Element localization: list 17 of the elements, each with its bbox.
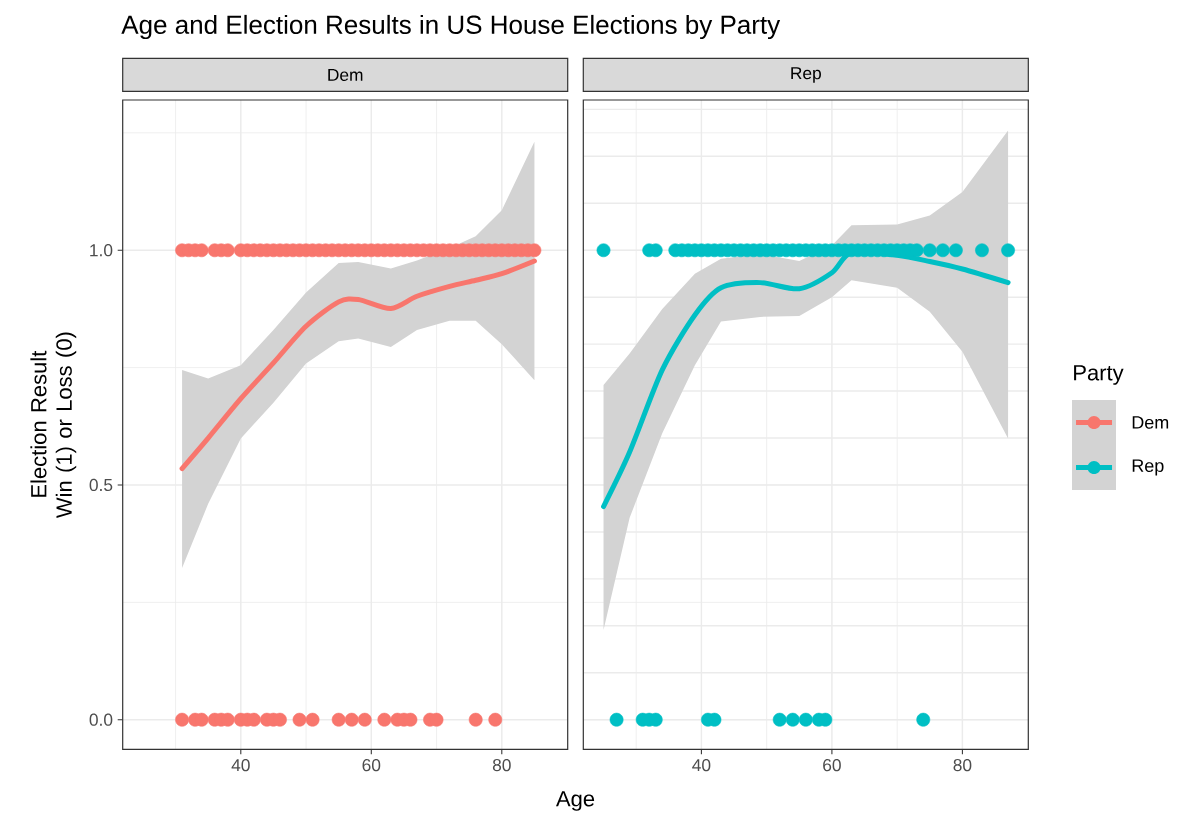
x-tick-label: 40 bbox=[231, 758, 250, 772]
chart-subtitle: Rep bbox=[791, 67, 821, 83]
y-tick-label: 0.5 bbox=[89, 478, 113, 492]
x-axis-title: Age bbox=[555, 791, 595, 811]
y-tick-label: 1.0 bbox=[90, 244, 113, 257]
chart-title: Age and Election Results in US House Elections by Party bbox=[121, 14, 781, 40]
legend-label: Rep bbox=[1132, 459, 1164, 476]
legend-title: Party bbox=[1074, 365, 1124, 385]
x-tick-label: 80 bbox=[953, 758, 972, 772]
legend-label: Dem bbox=[1132, 416, 1169, 429]
x-tick-label: 40 bbox=[692, 758, 711, 772]
y-axis-title: Election Result Win (1) or Loss (0) bbox=[30, 332, 77, 519]
chart-subtitle: Dem bbox=[328, 68, 363, 81]
x-tick-label: 60 bbox=[823, 758, 841, 772]
x-tick-label: 60 bbox=[362, 758, 381, 772]
y-tick-label: 0.0 bbox=[89, 713, 113, 726]
x-tick-label: 80 bbox=[492, 758, 511, 772]
